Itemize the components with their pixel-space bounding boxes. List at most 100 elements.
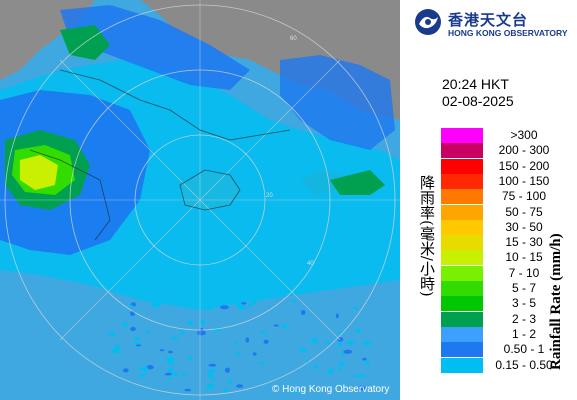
shower-cell <box>129 305 134 308</box>
shower-cell <box>362 357 367 361</box>
shower-cell <box>173 372 178 377</box>
shower-cell <box>184 388 191 392</box>
shower-cell <box>346 340 355 345</box>
shower-cell <box>164 372 173 376</box>
legend-label: 10 - 15 <box>505 250 543 265</box>
shower-cell <box>169 361 174 366</box>
legend-label: 75 - 100 <box>501 189 547 204</box>
shower-cell <box>365 360 370 365</box>
legend-swatch <box>441 219 483 235</box>
rain-mid-north <box>60 5 250 90</box>
legend-swatch <box>441 357 483 373</box>
shower-cell <box>291 300 297 303</box>
legend-label: 3 - 5 <box>511 296 536 311</box>
legend-label: 200 - 300 <box>498 143 550 158</box>
shower-cell <box>133 342 141 345</box>
shower-cell <box>313 365 318 370</box>
shower-cell <box>149 298 157 302</box>
legend-label: 15 - 30 <box>505 235 543 250</box>
shower-cell <box>146 329 150 333</box>
spoke-se <box>199 199 341 341</box>
legend-swatch <box>441 265 483 281</box>
shower-cell <box>305 360 310 364</box>
legend-swatch <box>441 326 483 342</box>
range-spokes <box>0 0 400 400</box>
shower-cell <box>180 373 188 376</box>
shower-cell <box>337 366 342 371</box>
legend-swatch <box>441 250 483 266</box>
shower-cell <box>121 322 128 327</box>
shower-cell <box>227 380 232 385</box>
radar-image: 20 40 60 <box>0 0 400 400</box>
shower-cell <box>282 323 287 330</box>
shower-cell <box>180 297 187 303</box>
shower-cell <box>130 326 136 332</box>
shower-cell <box>197 330 206 336</box>
legend-swatch <box>441 189 483 205</box>
rain-yellow-core <box>20 155 58 190</box>
legend-label: 7 - 10 <box>508 265 540 280</box>
radar-date: 02-08-2025 <box>442 93 514 109</box>
shower-cell <box>356 374 366 378</box>
spoke-sw <box>59 199 201 341</box>
shower-cell <box>363 341 372 346</box>
legend-label: 50 - 75 <box>505 204 543 219</box>
shower-cell <box>208 363 216 367</box>
shower-cell <box>151 302 161 308</box>
shower-cell <box>168 350 173 354</box>
observatory-emblem-icon <box>415 9 441 35</box>
shower-cell <box>355 329 362 333</box>
radar-time: 20:24 HKT <box>442 76 509 92</box>
shower-cell <box>327 368 334 374</box>
shower-cell <box>187 321 194 326</box>
spoke-ne <box>199 59 341 201</box>
legend-swatch <box>441 311 483 327</box>
legend-panel: 香港天文台 HONG KONG OBSERVATORY 20:24 HKT 02… <box>400 0 577 400</box>
shower-cell <box>247 303 254 307</box>
legend-swatch <box>441 128 483 143</box>
shower-cell <box>114 345 121 350</box>
shower-cell <box>180 330 185 336</box>
rain-mid-east <box>280 55 395 150</box>
rain-scattered-showers <box>108 297 372 393</box>
legend-swatch <box>441 143 483 159</box>
legend-swatch <box>441 281 483 296</box>
shower-cell <box>252 352 257 356</box>
brand-name-zh: 香港天文台 <box>448 11 529 29</box>
legend-title-zh: 降雨率(毫米/小時) <box>418 175 436 297</box>
shower-cell <box>352 307 358 310</box>
shower-cell <box>223 389 228 393</box>
legend-label: 0.15 - 0.50 <box>495 357 553 372</box>
shower-cell <box>260 331 267 334</box>
shower-cell <box>159 349 165 352</box>
legend-swatch <box>441 158 483 174</box>
shower-cell <box>165 357 174 363</box>
legend-label: >300 <box>510 128 538 142</box>
legend-label: 2 - 3 <box>511 311 536 326</box>
legend-label: 5 - 7 <box>511 281 536 295</box>
radar-map: 20 40 60 © Hong Kong Observatory <box>0 0 400 400</box>
shower-cell <box>168 367 173 373</box>
shower-cell <box>335 313 339 319</box>
legend-label: 150 - 200 <box>498 158 550 173</box>
legend-label: 0.50 - 1 <box>503 342 545 357</box>
shower-cell <box>210 377 215 381</box>
shower-cell <box>263 339 269 344</box>
legend-label: 1 - 2 <box>511 326 536 341</box>
legend-swatch <box>441 235 483 251</box>
shower-cell <box>141 366 149 372</box>
shower-cell <box>206 383 214 389</box>
shower-cell <box>220 305 229 310</box>
range-label-inner: 20 <box>266 193 273 199</box>
copyright-notice: © Hong Kong Observatory <box>272 384 390 395</box>
legend-swatch <box>441 342 483 358</box>
shower-cell <box>138 373 147 377</box>
shower-cell <box>188 356 193 361</box>
shower-cell <box>205 307 212 310</box>
shower-cell <box>241 302 247 305</box>
shower-cell <box>300 348 307 353</box>
legend-swatch <box>441 296 483 312</box>
shower-cell <box>251 300 257 304</box>
shower-cell <box>236 384 244 388</box>
shower-cell <box>337 342 343 347</box>
